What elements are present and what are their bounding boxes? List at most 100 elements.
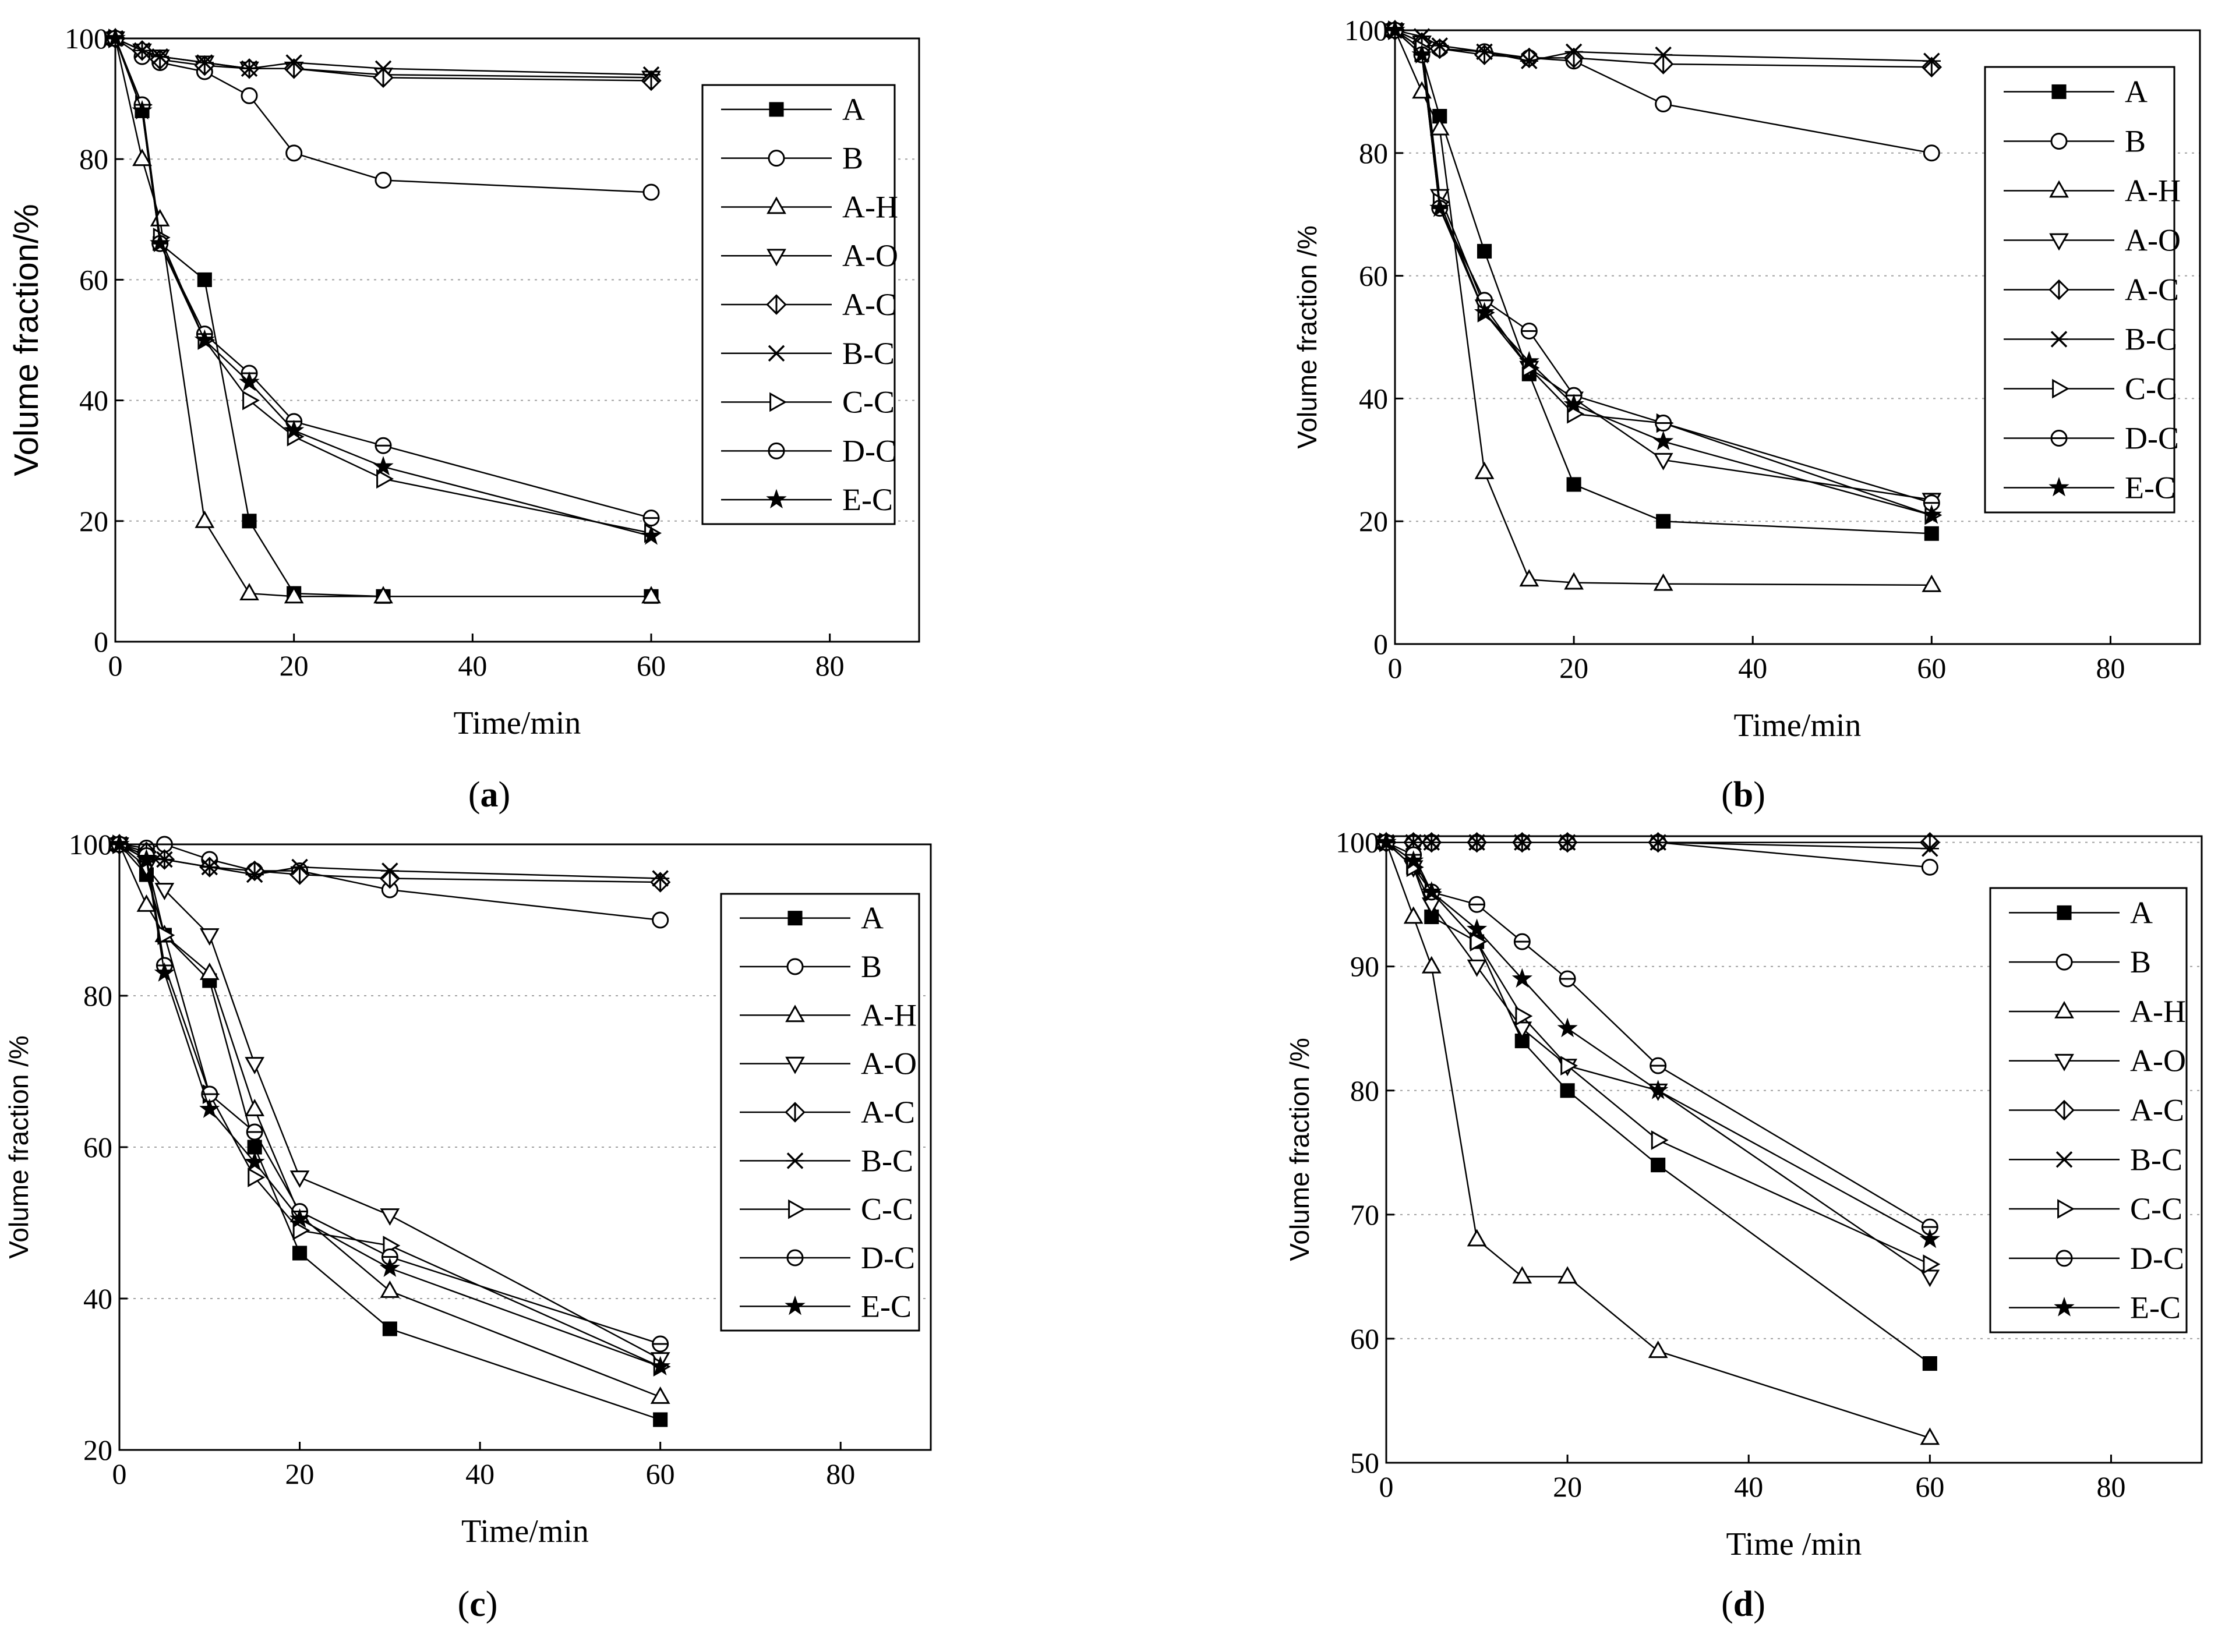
panel-b-point-A-H-2 xyxy=(1429,118,1450,136)
panel-c-x-tick-label-1: 20 xyxy=(285,1458,315,1490)
panel-d-y-tick-label-2: 70 xyxy=(1350,1198,1379,1231)
panel-d-x-tick-label-2: 40 xyxy=(1734,1470,1763,1503)
panel-c-legend-marker-B xyxy=(786,958,804,975)
panel-b-point-B-C-6 xyxy=(1654,46,1673,63)
panel-c-legend-label-B: B xyxy=(861,949,882,984)
panel-d-label-close: ) xyxy=(1753,1584,1765,1624)
panel-d-legend-label-C-C: C-C xyxy=(2130,1191,2182,1226)
panel-b-legend-item-A-O: A-O xyxy=(2004,223,2181,258)
panel-a-legend: AB A-H A-O A-C B-C C-C D-C E-C xyxy=(701,84,898,525)
panel-d-x-tick-label-3: 60 xyxy=(1915,1470,1944,1503)
panel-c-point-E-C-1 xyxy=(136,848,157,868)
panel-d-legend-label-A-H: A-H xyxy=(2130,994,2186,1029)
panel-c-legend-item-E-C: E-C xyxy=(740,1289,912,1324)
panel-d-point-D-C-4 xyxy=(1513,933,1531,950)
panel-c-legend-marker-A-C xyxy=(785,1102,806,1123)
panel-c-y-tick-label-0: 20 xyxy=(83,1434,112,1466)
panel-b-y-tick-label-2: 40 xyxy=(1359,382,1388,415)
panel-a-point-A-H-4 xyxy=(239,583,259,601)
panel-b-legend-marker-E-C xyxy=(2049,477,2069,497)
panel-d-legend-item-C-C: C-C xyxy=(2009,1191,2182,1226)
panel-b-point-A-C-6 xyxy=(1652,54,1674,75)
panel-d-point-E-C-1 xyxy=(1403,850,1424,870)
panel-d-label: (d) xyxy=(1721,1584,1765,1624)
panel-d-point-C-C-3 xyxy=(1470,932,1488,951)
panel-b-point-E-C-5 xyxy=(1563,394,1584,413)
panel-a-label-close: ) xyxy=(499,775,511,815)
panel-a-legend-label-C-C: C-C xyxy=(842,385,895,420)
panel-a-series-B xyxy=(107,30,660,201)
panel-c-legend-marker-A xyxy=(787,911,803,926)
panel-c-legend-item-C-C: C-C xyxy=(740,1192,913,1227)
panel-b-point-B-C-3 xyxy=(1475,43,1494,61)
panel-a-legend-label-A-H: A-H xyxy=(842,189,898,224)
panel-a-x-tick-label-2: 40 xyxy=(458,649,487,682)
panel-b-point-A-H-5 xyxy=(1564,572,1584,590)
panel-b-y-tick-label-0: 0 xyxy=(1373,628,1388,660)
panel-c-point-A-H-4 xyxy=(245,1098,265,1116)
panel-b-point-E-C-4 xyxy=(1518,351,1539,371)
panel-a-point-E-C-2 xyxy=(150,232,171,253)
panel-c-x-tick-label-2: 40 xyxy=(465,1458,495,1490)
panel-d-point-E-C-4 xyxy=(1511,968,1532,988)
panel-b-legend-label-A-H: A-H xyxy=(2125,174,2181,208)
panel-c-point-E-C-5 xyxy=(289,1208,310,1228)
panel-d-point-B-7 xyxy=(1921,858,1938,876)
panel-a-legend-label-B-C: B-C xyxy=(842,336,895,371)
panel-c-point-D-C-4 xyxy=(246,1123,263,1141)
panel-c-label-close: ) xyxy=(486,1584,498,1624)
panel-a-series-D-C xyxy=(107,30,660,527)
panel-b-legend-item-B-C: B-C xyxy=(2004,322,2177,357)
panel-b-legend-label-C-C: C-C xyxy=(2125,372,2177,406)
panel-a-point-B-4 xyxy=(241,87,258,104)
panel-d-point-A-H-3 xyxy=(1467,1229,1487,1247)
panel-d-legend-marker-B xyxy=(2055,953,2073,971)
panel-d-point-A-H-1 xyxy=(1403,906,1424,924)
panel-b-legend-label-A-O: A-O xyxy=(2125,223,2181,258)
panel-b-legend-item-C-C: C-C xyxy=(2004,372,2177,406)
panel-d-y-tick-label-1: 60 xyxy=(1350,1322,1379,1355)
panel-a-y-axis-label: Volume fraction/% xyxy=(8,204,45,476)
panel-c-point-E-C-3 xyxy=(199,1098,220,1118)
panel-c-legend-label-A-O: A-O xyxy=(861,1046,917,1081)
panel-d-line-A-H xyxy=(1385,842,1930,1439)
panel-b-point-A-5 xyxy=(1566,477,1581,492)
panel-a-point-E-C-4 xyxy=(239,372,260,391)
panel-c-y-tick-label-2: 60 xyxy=(83,1131,112,1163)
panel-b-y-tick-label-5: 100 xyxy=(1344,14,1388,47)
panel-a-legend-marker-E-C xyxy=(766,489,787,509)
panel-b-label-letter: b xyxy=(1733,775,1753,815)
panel-a-y-tick-label-1: 20 xyxy=(79,505,108,537)
panel-c-point-A-H-1 xyxy=(136,894,157,912)
panel-c-point-C-C-4 xyxy=(248,1168,266,1187)
panel-b-line-B xyxy=(1394,29,1932,154)
panel-a-legend-item-D-C: D-C xyxy=(721,433,896,468)
panel-d-legend-marker-D-C xyxy=(2055,1250,2073,1267)
panel-b-legend-item-A-C: A-C xyxy=(2004,273,2179,307)
panel-d-legend-item-B-C: B-C xyxy=(2009,1142,2182,1177)
panel-b-point-B-6 xyxy=(1655,95,1672,112)
panel-b-point-E-C-6 xyxy=(1653,430,1674,451)
panel-c-x-tick-label-3: 60 xyxy=(646,1458,675,1490)
panel-c-legend-marker-D-C xyxy=(786,1249,804,1267)
panel-a-x-tick-label-1: 20 xyxy=(280,649,309,682)
panel-c-series-A xyxy=(112,837,668,1427)
panel-b-series xyxy=(1385,19,1942,592)
panel-a-point-B-C-6 xyxy=(374,60,393,77)
panel-d-point-E-C-2 xyxy=(1421,881,1442,901)
panel-a-point-A-H-3 xyxy=(195,510,215,528)
panel-d-point-D-C-6 xyxy=(1650,1057,1667,1074)
panel-a-line-A-H xyxy=(114,38,651,597)
panel-c-point-A-5 xyxy=(292,1246,308,1261)
panel-d-point-C-C-5 xyxy=(1560,1056,1578,1076)
panel-d-legend-marker-A-H xyxy=(2054,1000,2074,1018)
panel-a-label: (a) xyxy=(468,775,510,815)
panel-a-point-A-H-1 xyxy=(132,148,152,167)
panel-a-y-tick-label-5: 100 xyxy=(65,22,108,55)
panel-a-legend-label-B: B xyxy=(842,141,863,176)
panel-d-label-letter: d xyxy=(1733,1584,1753,1624)
panel-c-label-open: ( xyxy=(458,1584,470,1624)
panel-c-point-A-H-7 xyxy=(650,1386,670,1404)
panel-c-legend-label-B-C: B-C xyxy=(861,1143,913,1178)
panel-d-point-E-C-7 xyxy=(1919,1228,1940,1248)
